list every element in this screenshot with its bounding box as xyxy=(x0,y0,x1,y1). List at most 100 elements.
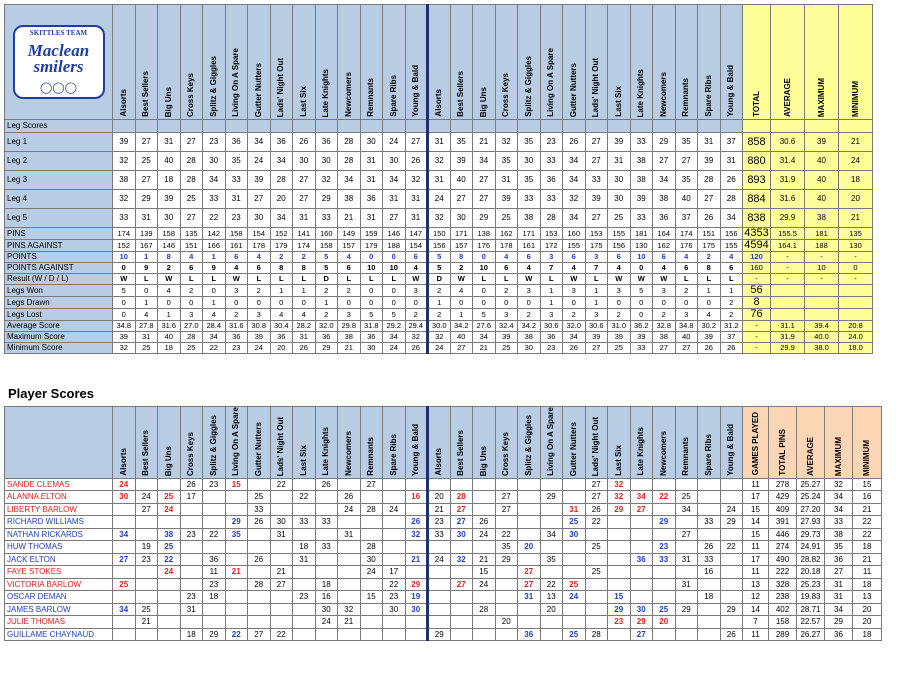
stat-row: Minimum Score 32 25 18 25 22 23 24 20 26 29 21 30 24 2… xyxy=(4,342,873,354)
player-score xyxy=(517,552,541,567)
score-cell: 28.2 xyxy=(292,320,316,332)
score-cell: 6 xyxy=(562,251,586,263)
row-label: Maximum Score xyxy=(4,331,113,343)
blank-cell xyxy=(742,119,771,133)
team-header: Best Sellers xyxy=(134,406,158,479)
score-cell: 2 xyxy=(719,308,743,321)
team-header: Newcomers xyxy=(652,406,676,479)
summary-col-name: MINIMUM xyxy=(850,81,860,117)
player-score: 15 xyxy=(472,565,496,579)
summary-cell: 838 xyxy=(742,208,771,228)
team-name: Alsorts xyxy=(434,448,444,476)
team-header: Newcomers xyxy=(652,4,676,120)
score-cell: 153 xyxy=(584,227,608,240)
player-score: 22 xyxy=(202,527,226,542)
score-cell: 34 xyxy=(337,170,361,190)
player-score: 34 xyxy=(539,527,563,542)
player-score xyxy=(539,515,563,529)
player-summary-cell: 25.24 xyxy=(796,490,825,504)
player-score xyxy=(697,615,721,629)
score-cell: 21 xyxy=(472,342,496,354)
score-cell: 10 xyxy=(629,251,653,263)
score-cell: 6 xyxy=(652,251,676,263)
player-score: 20 xyxy=(517,540,541,554)
player-row: VICTORIA BARLOW 25 23 28 27 18 22 29 27 24 27 22 25 3… xyxy=(4,577,882,592)
player-score xyxy=(674,627,698,642)
score-cell: 155 xyxy=(607,227,631,240)
player-score xyxy=(112,515,136,529)
player-summary-cell: 289 xyxy=(768,627,797,642)
player-score xyxy=(224,577,248,592)
summary-cell xyxy=(838,284,873,297)
player-score: 26 xyxy=(247,552,271,567)
player-col-name: GAMES PLAYED xyxy=(750,412,760,476)
player-score: 27 xyxy=(449,515,473,529)
score-cell: 147 xyxy=(404,227,429,240)
player-score xyxy=(292,477,316,492)
player-score: 31 xyxy=(292,552,316,567)
score-cell: L xyxy=(382,273,406,285)
score-cell: 149 xyxy=(337,227,361,240)
team-name: Splitz & Giggles xyxy=(208,56,218,117)
player-summary-cell: 11 xyxy=(742,540,769,554)
player-summary-cell: 27.20 xyxy=(796,502,825,517)
player-col-name: MINIMUM xyxy=(862,439,871,476)
player-summary-cell: 27 xyxy=(824,565,853,579)
blank-cell xyxy=(607,119,631,133)
summary-cell: - xyxy=(742,331,771,343)
team-header: Young & Bald xyxy=(719,4,743,120)
score-cell: 0 xyxy=(112,308,136,321)
player-row: GUILLAME CHAYNAUD 18 29 22 27 22 29 36 25 28 27 26 1… xyxy=(4,627,882,642)
player-score xyxy=(449,540,473,554)
player-score: 23 xyxy=(202,577,226,592)
score-cell: 0 xyxy=(224,296,248,309)
player-summary-cell: 33 xyxy=(824,515,853,529)
score-cell: 27 xyxy=(652,342,676,354)
score-cell: 4 xyxy=(697,308,721,321)
player-score: 34 xyxy=(674,502,698,517)
score-cell: 8 xyxy=(292,262,316,274)
player-summary-cell: 222 xyxy=(768,565,797,579)
player-score: 36 xyxy=(629,552,653,567)
player-summary-cell: 38 xyxy=(824,527,853,542)
player-score xyxy=(179,577,203,592)
blank-cell xyxy=(562,119,586,133)
score-cell: 1 xyxy=(157,308,181,321)
score-cell: 161 xyxy=(224,239,248,252)
player-score xyxy=(404,477,429,492)
score-cell: 178 xyxy=(494,239,518,252)
team-name: Newcomers xyxy=(658,430,668,476)
score-cell: 4 xyxy=(292,308,316,321)
player-summary-cell: 29.73 xyxy=(796,527,825,542)
score-cell: 1 xyxy=(202,251,226,263)
score-cell: L xyxy=(494,273,518,285)
player-score xyxy=(539,502,563,517)
score-cell: 34.8 xyxy=(112,320,136,332)
player-score xyxy=(359,627,383,642)
player-score xyxy=(607,552,631,567)
score-cell: 40 xyxy=(157,331,181,343)
score-cell: W xyxy=(652,273,676,285)
score-cell: 6 xyxy=(337,262,361,274)
team-header: Last Six xyxy=(292,4,316,120)
team-name: Best Sellers xyxy=(456,71,466,117)
player-score: 16 xyxy=(314,590,338,604)
score-cell: 2 xyxy=(427,284,451,297)
player-score: 30 xyxy=(269,515,293,529)
team-name: Living On A Spare xyxy=(546,48,556,117)
score-cell: 29.8 xyxy=(337,320,361,332)
summary-cell: 29.9 xyxy=(770,208,805,228)
player-score xyxy=(584,590,608,604)
player-summary-cell: 27.93 xyxy=(796,515,825,529)
score-cell: 0 xyxy=(247,296,271,309)
team-header: Newcomers xyxy=(337,406,361,479)
row-label: POINTS xyxy=(4,251,113,263)
score-cell: 29 xyxy=(314,189,338,209)
player-score xyxy=(404,627,429,642)
team-name: Newcomers xyxy=(343,430,353,476)
score-cell: 174 xyxy=(292,239,316,252)
player-score: 25 xyxy=(157,540,181,554)
blank-cell xyxy=(674,119,698,133)
player-score: 33 xyxy=(292,515,316,529)
player-score xyxy=(427,565,451,579)
